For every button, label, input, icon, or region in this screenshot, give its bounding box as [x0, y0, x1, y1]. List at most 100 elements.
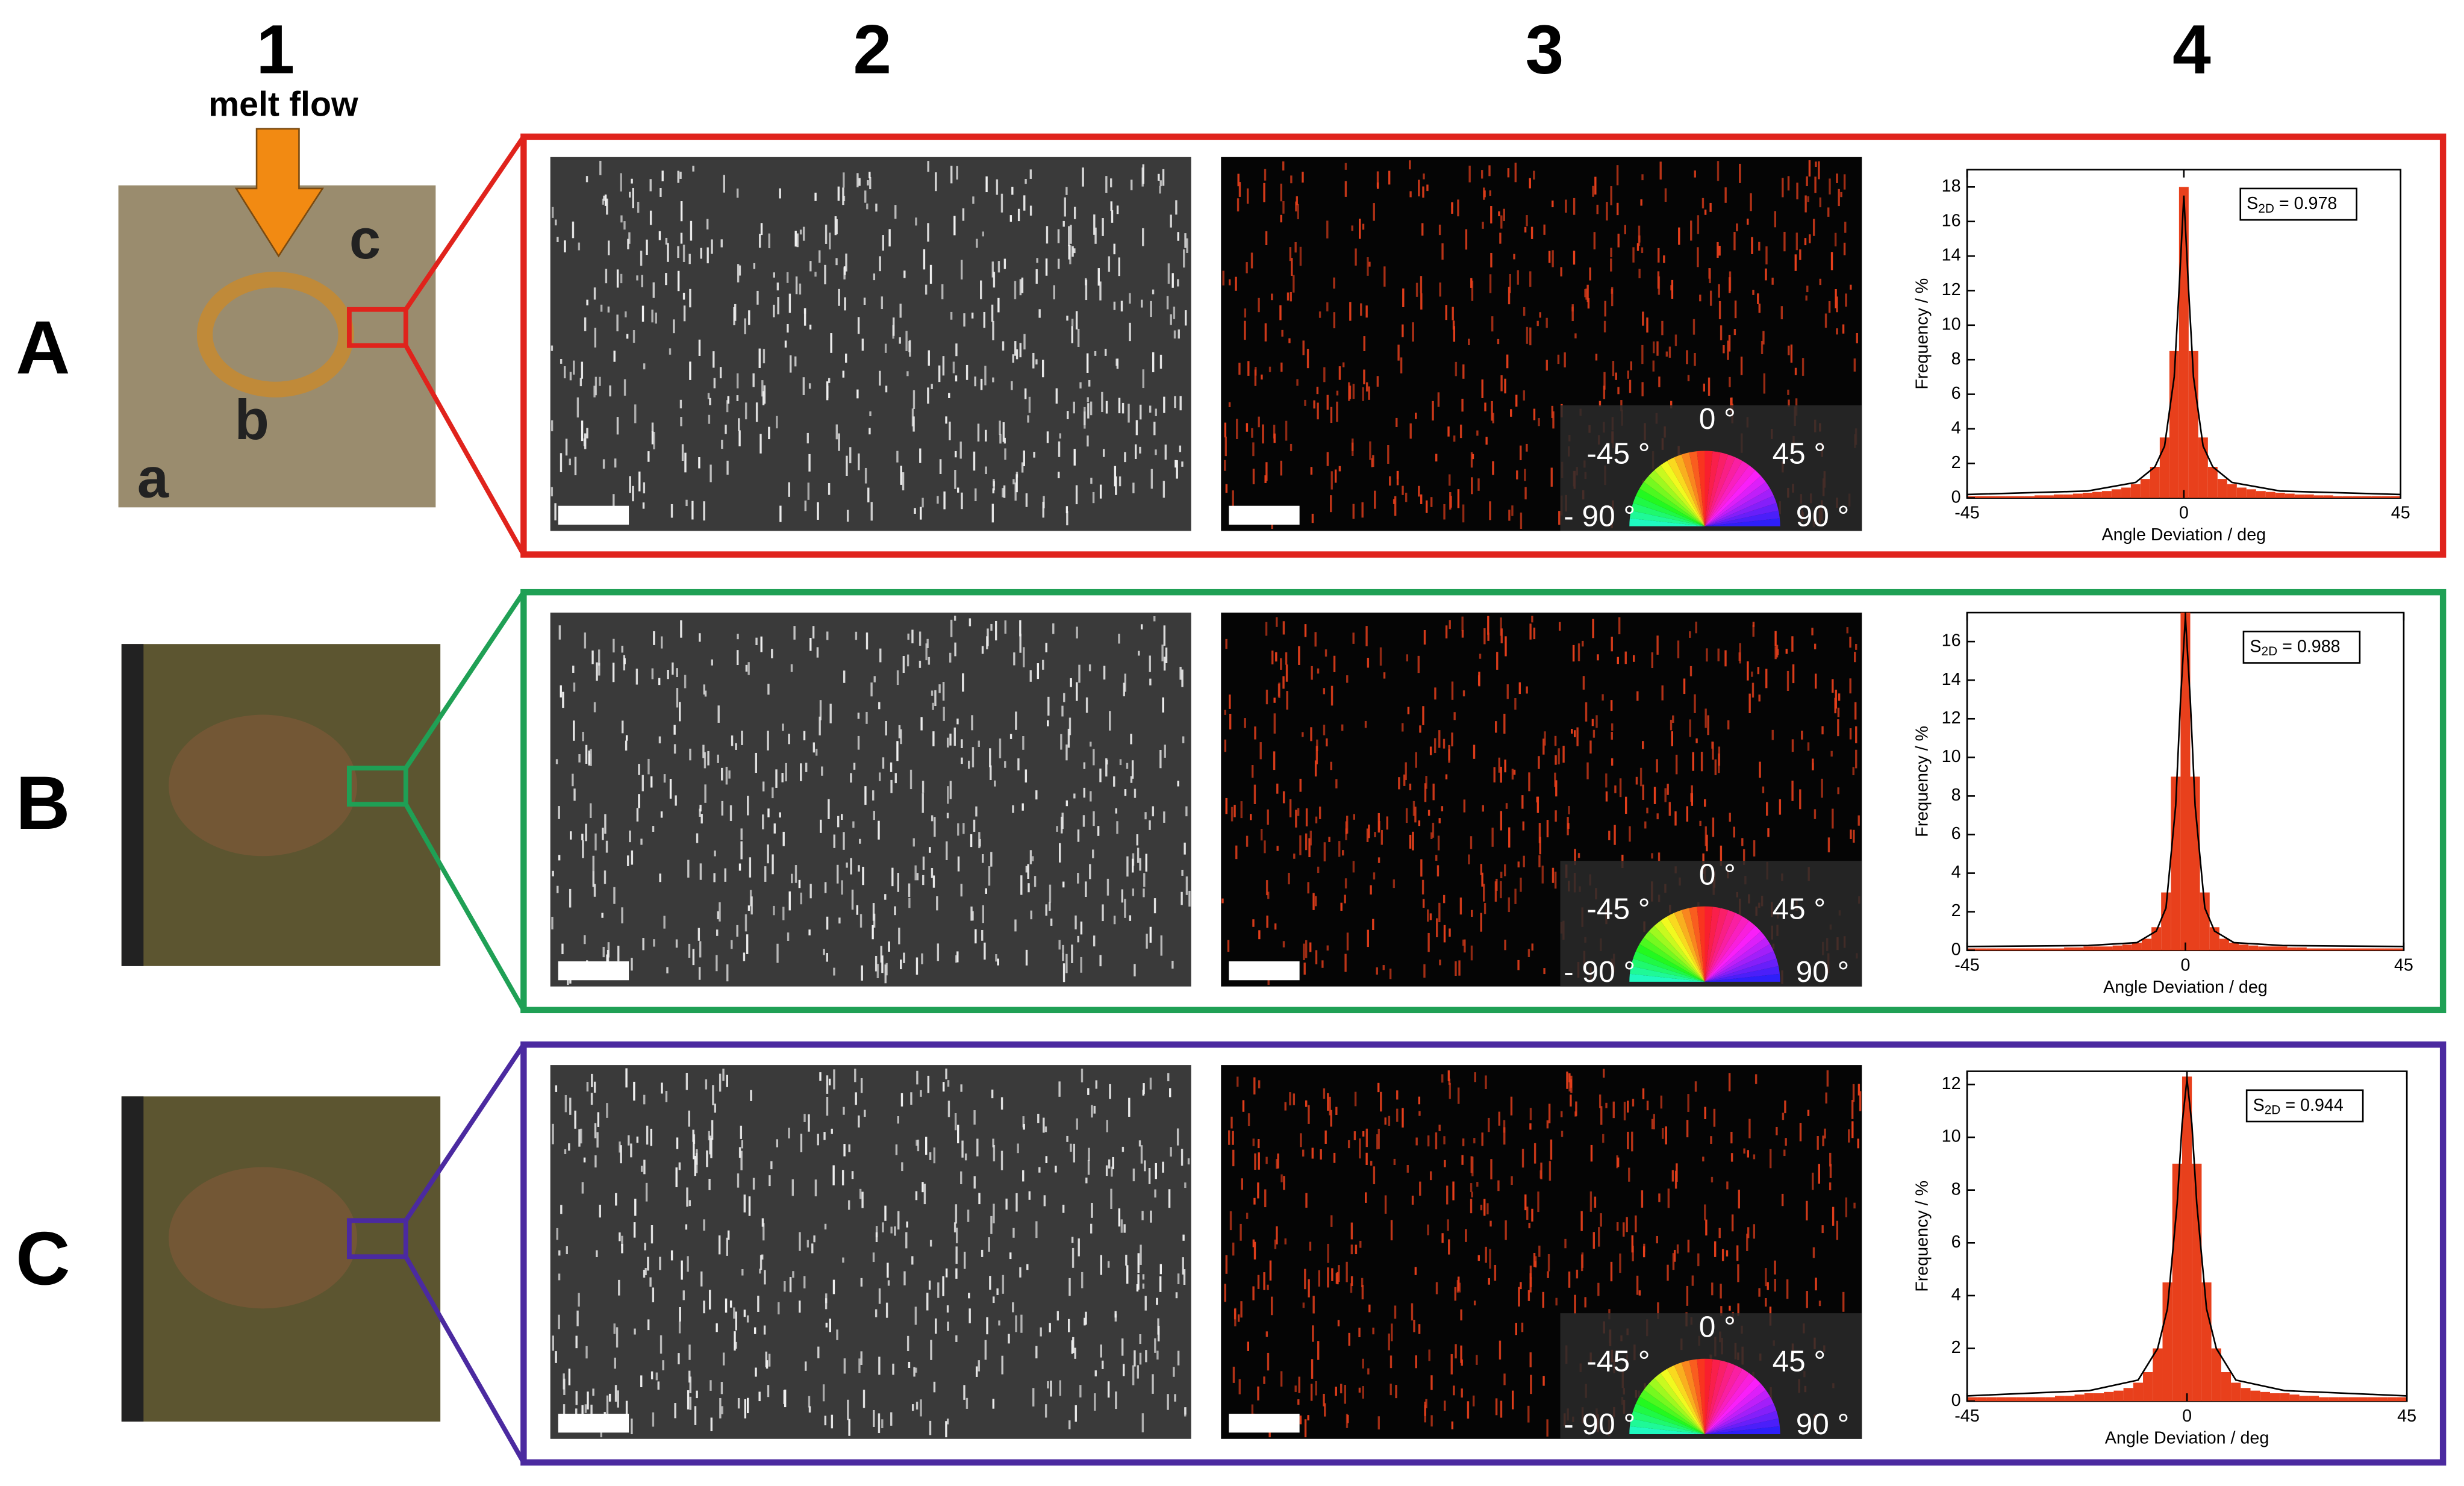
- bar: [2150, 467, 2160, 498]
- y-tick-label: 14: [1942, 246, 1961, 265]
- bar: [2143, 1372, 2153, 1402]
- annotation-symbol: S: [2253, 1095, 2265, 1114]
- bar: [2094, 1393, 2104, 1402]
- column-label: 3: [1526, 11, 1564, 89]
- color-wedge: [1629, 1426, 1705, 1434]
- annotation-subscript: 2D: [2258, 201, 2274, 215]
- y-tick-label: 0: [1951, 940, 1961, 959]
- bar: [2241, 1388, 2251, 1402]
- bar: [2064, 947, 2074, 951]
- annotation-box: [2239, 187, 2358, 221]
- color-wedge: [1639, 937, 1705, 982]
- x-tick-label: 45: [2397, 1406, 2416, 1426]
- bar: [2248, 945, 2259, 951]
- bar: [2377, 1397, 2388, 1402]
- color-wedge: [1667, 913, 1705, 982]
- color-wedge: [1648, 470, 1705, 526]
- annotation-text: = 0.988: [2277, 637, 2340, 656]
- micrograph: [550, 157, 1191, 531]
- color-wedge: [1674, 454, 1705, 526]
- bar: [2306, 948, 2316, 951]
- y-tick-label: 6: [1951, 384, 1961, 403]
- x-tick-label: 0: [2182, 1406, 2192, 1426]
- zoom-line: [404, 135, 526, 311]
- color-wedge: [1705, 908, 1729, 982]
- color-wedge: [1705, 1358, 1713, 1434]
- bar: [2304, 494, 2314, 498]
- x-tick-label: 0: [2180, 955, 2190, 975]
- y-tick-label: 4: [1951, 863, 1961, 882]
- wheel-label: 45 °: [1773, 437, 1826, 470]
- bar: [2045, 1397, 2055, 1402]
- bar: [2141, 938, 2152, 951]
- bar: [2277, 946, 2288, 951]
- color-wedge: [1705, 1384, 1766, 1434]
- color-wedge: [1639, 1390, 1705, 1434]
- color-wedge: [1705, 1411, 1779, 1434]
- bar: [2083, 946, 2094, 951]
- bar: [2260, 1391, 2270, 1402]
- color-wedge: [1697, 906, 1705, 982]
- color-wedge: [1660, 916, 1705, 982]
- zoom-box: [346, 1218, 408, 1260]
- bar: [1976, 496, 1986, 498]
- color-wedge: [1705, 482, 1770, 526]
- color-wedge: [1667, 457, 1705, 526]
- color-wedge: [1705, 1418, 1780, 1434]
- color-wedge: [1654, 1373, 1705, 1434]
- wheel-label: 90 °: [1796, 1408, 1850, 1441]
- x-tick-label: -45: [1954, 1406, 1979, 1426]
- wheel-label: 0 °: [1699, 1310, 1736, 1343]
- bar: [2348, 1397, 2359, 1402]
- color-wedge: [1660, 1369, 1705, 1434]
- bar: [2200, 892, 2210, 951]
- panel-frame: [520, 133, 2447, 558]
- color-wedge: [1636, 489, 1705, 526]
- annotation: S2D = 0.978: [2247, 194, 2337, 216]
- wheel-label: -45 °: [1586, 893, 1650, 926]
- scale-bar: [1229, 961, 1300, 981]
- bar: [1967, 1397, 1977, 1402]
- x-axis-label: Angle Deviation / deg: [2105, 1428, 2269, 1447]
- bar: [1996, 1397, 2006, 1402]
- color-wedge: [1674, 1362, 1705, 1434]
- x-axis-label: Angle Deviation / deg: [2102, 525, 2266, 545]
- wheel-label: 45 °: [1773, 1345, 1826, 1378]
- color-wedge: [1631, 1411, 1705, 1434]
- y-tick-label: 8: [1951, 785, 1961, 805]
- bar: [2328, 1397, 2339, 1402]
- color-wedge: [1705, 1362, 1736, 1434]
- color-wedge: [1705, 452, 1729, 526]
- x-tick-label: 45: [2394, 955, 2413, 975]
- y-axis-label: Frequency / %: [1913, 278, 1932, 390]
- zoom-line: [404, 803, 526, 1011]
- bar: [2112, 945, 2122, 951]
- bar: [2394, 948, 2404, 951]
- bar: [2121, 487, 2131, 498]
- bar: [2285, 493, 2295, 498]
- scale-bar: [558, 1414, 629, 1433]
- color-wedge: [1648, 1378, 1705, 1434]
- bar: [2053, 494, 2063, 498]
- photo-stain: [169, 714, 357, 857]
- bar: [2044, 948, 2054, 951]
- bar: [2371, 496, 2381, 498]
- bar: [2044, 495, 2054, 498]
- color-wedge: [1705, 937, 1770, 982]
- color-wedge: [1631, 958, 1705, 982]
- color-wedge: [1697, 451, 1705, 526]
- color-wedge: [1644, 1384, 1705, 1434]
- color-wedge: [1631, 502, 1705, 526]
- bar: [2387, 1397, 2397, 1402]
- column-label: 1: [256, 11, 295, 89]
- photo-stain: [169, 1167, 357, 1309]
- orientation-map: 0 ° -45 ° 45 ° - 90 ° 90 °: [1221, 1065, 1862, 1441]
- bar: [2275, 493, 2285, 498]
- annotation-text: = 0.944: [2280, 1095, 2343, 1114]
- bar: [2297, 947, 2307, 951]
- color-wedge: [1667, 1365, 1705, 1434]
- annotation-box: [2242, 631, 2361, 664]
- color-wedge: [1633, 495, 1705, 526]
- bar: [2133, 1382, 2144, 1402]
- bar: [2319, 1397, 2329, 1402]
